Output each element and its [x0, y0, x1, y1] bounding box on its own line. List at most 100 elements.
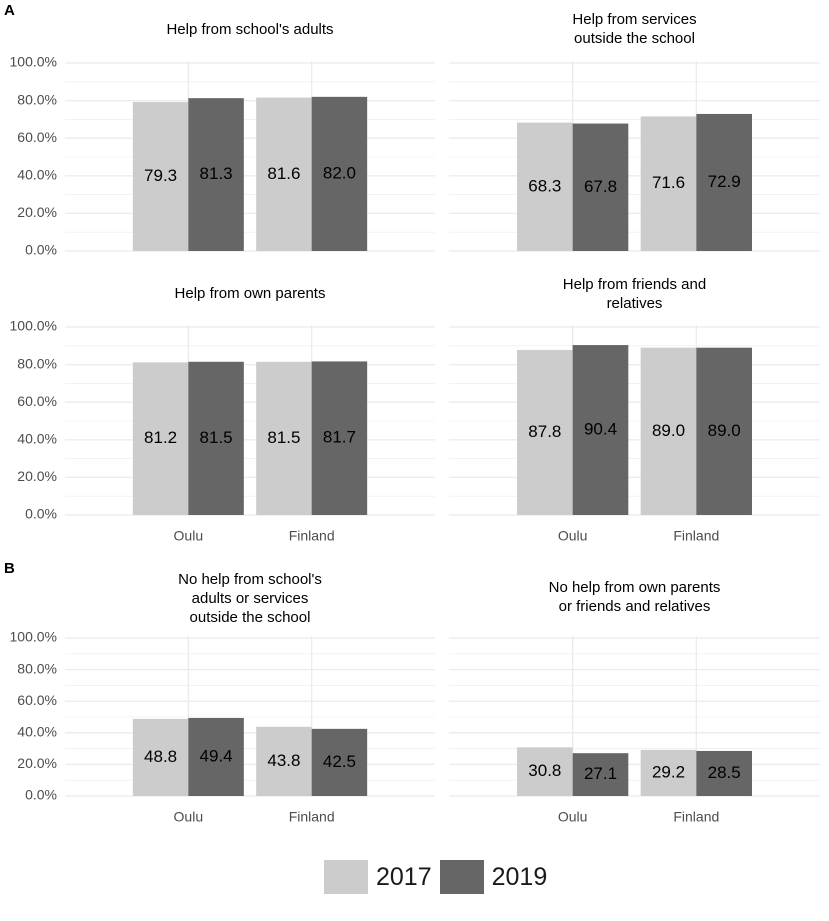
- data-label: 79.3: [144, 166, 177, 185]
- bar-2017-finland: [640, 116, 697, 251]
- y-tick-label: 80.0%: [17, 355, 57, 371]
- y-tick-label: 60.0%: [17, 692, 57, 708]
- data-label: 29.2: [652, 762, 685, 781]
- bar-2017-oulu: [517, 122, 573, 251]
- data-label: 27.1: [584, 764, 617, 783]
- x-tick-label: Oulu: [174, 809, 204, 825]
- legend-label-2019: 2019: [491, 862, 548, 891]
- y-tick-label: 40.0%: [17, 431, 57, 447]
- x-tick-label: Finland: [289, 528, 335, 544]
- y-tick-label: 40.0%: [17, 724, 57, 740]
- bar-2017-finland: [640, 749, 697, 796]
- data-label: 43.8: [267, 751, 300, 770]
- bar-2019-oulu: [188, 717, 244, 796]
- data-label: 81.2: [144, 428, 177, 447]
- x-tick-label: Oulu: [174, 528, 204, 544]
- data-label: 81.3: [200, 164, 233, 183]
- bar-2017-oulu: [517, 349, 573, 515]
- bar-2017-oulu: [132, 101, 189, 251]
- x-tick-label: Oulu: [558, 809, 588, 825]
- panel-title: Help from own parents: [175, 285, 326, 302]
- panel-title: adults or services: [192, 590, 309, 607]
- panel-title: outside the school: [574, 30, 695, 47]
- x-tick-label: Finland: [673, 528, 719, 544]
- data-label: 81.5: [267, 428, 300, 447]
- data-label: 89.0: [708, 421, 741, 440]
- legend-item-2019: 2019: [439, 860, 548, 894]
- chart: A B 0.0% 20.0% 40.0% 60.0% 80.0% 100.0% 79.3 81.3…: [4, 2, 820, 825]
- bar-2019-finland: [311, 96, 368, 251]
- data-label: 81.6: [267, 164, 300, 183]
- data-label: 67.8: [584, 177, 617, 196]
- bar-2017-finland: [256, 726, 312, 796]
- y-tick-label: 100.0%: [10, 54, 57, 70]
- data-label: 89.0: [652, 421, 685, 440]
- y-tick-label: 60.0%: [17, 393, 57, 409]
- panel-4: 87.8 90.4 89.0 89.0 Oulu Finland Help from fri…: [449, 276, 820, 544]
- bar-2019-oulu: [572, 345, 629, 515]
- panel-title: or friends and relatives: [559, 598, 711, 615]
- y-tick-label: 100.0%: [10, 629, 57, 645]
- legend: 2017 2019: [324, 860, 555, 894]
- y-tick-label: 100.0%: [10, 318, 57, 334]
- y-tick-label: 60.0%: [17, 129, 57, 145]
- y-tick-label: 80.0%: [17, 91, 57, 107]
- legend-label-2017: 2017: [376, 862, 432, 891]
- data-label: 28.5: [708, 763, 741, 782]
- bar-2019-oulu: [572, 753, 629, 796]
- panel-3: 0.0% 20.0% 40.0% 60.0% 80.0% 100.0% 81.2 81.5 81…: [10, 285, 435, 544]
- data-label: 68.3: [528, 176, 561, 195]
- x-tick-label: Finland: [673, 809, 719, 825]
- bar-2017-oulu: [517, 747, 573, 796]
- panel-1: 0.0% 20.0% 40.0% 60.0% 80.0% 100.0% 79.3 81.3 81…: [10, 21, 435, 258]
- y-tick-label: 80.0%: [17, 660, 57, 676]
- data-label: 90.4: [584, 420, 617, 439]
- panel-title: No help from school's: [178, 571, 322, 588]
- bar-2019-finland: [311, 728, 368, 796]
- bar-2017-finland: [256, 97, 312, 251]
- panel-title: outside the school: [190, 609, 311, 626]
- bar-2019-finland: [696, 113, 752, 251]
- bar-2017-finland: [640, 347, 697, 515]
- bar-2017-finland: [256, 361, 312, 515]
- section-label-A: A: [4, 2, 15, 19]
- data-label: 87.8: [528, 422, 561, 441]
- bar-2019-finland: [696, 347, 752, 515]
- legend-swatch-2017: [324, 860, 368, 894]
- panel-title: No help from own parents: [549, 579, 721, 596]
- panel-6: 30.8 27.1 29.2 28.5 Oulu Finland No help from …: [449, 579, 820, 825]
- panel-title: Help from services: [572, 11, 696, 28]
- data-label: 71.6: [652, 173, 685, 192]
- panel-5: 0.0% 20.0% 40.0% 60.0% 80.0% 100.0% 48.8 49.4 43…: [10, 571, 435, 825]
- data-label: 49.4: [200, 746, 233, 765]
- data-label: 82.0: [323, 163, 356, 182]
- data-label: 81.7: [323, 428, 356, 447]
- section-label-B: B: [4, 560, 15, 577]
- data-label: 48.8: [144, 747, 177, 766]
- bar-2019-oulu: [572, 123, 629, 251]
- bar-2017-oulu: [132, 718, 189, 796]
- panel-title: relatives: [607, 295, 663, 312]
- panel-2: 68.3 67.8 71.6 72.9 Help from services outsid…: [449, 11, 820, 252]
- y-tick-label: 20.0%: [17, 204, 57, 220]
- y-tick-label: 0.0%: [25, 506, 57, 522]
- y-tick-label: 20.0%: [17, 468, 57, 484]
- bar-2019-finland: [311, 361, 368, 515]
- y-tick-label: 20.0%: [17, 755, 57, 771]
- y-tick-label: 0.0%: [25, 242, 57, 258]
- y-tick-label: 40.0%: [17, 167, 57, 183]
- data-label: 42.5: [323, 752, 356, 771]
- panel-title: Help from friends and: [563, 276, 706, 293]
- data-label: 30.8: [528, 761, 561, 780]
- bar-2019-finland: [696, 750, 752, 796]
- data-label: 81.5: [200, 428, 233, 447]
- legend-swatch-2019: [439, 860, 484, 894]
- x-tick-label: Oulu: [558, 528, 588, 544]
- y-tick-label: 0.0%: [25, 787, 57, 803]
- bar-2019-oulu: [188, 361, 244, 515]
- legend-item-2017: 2017: [324, 860, 432, 894]
- panel-title: Help from school's adults: [166, 21, 333, 38]
- data-label: 72.9: [708, 172, 741, 191]
- x-tick-label: Finland: [289, 809, 335, 825]
- bar-2019-oulu: [188, 98, 244, 251]
